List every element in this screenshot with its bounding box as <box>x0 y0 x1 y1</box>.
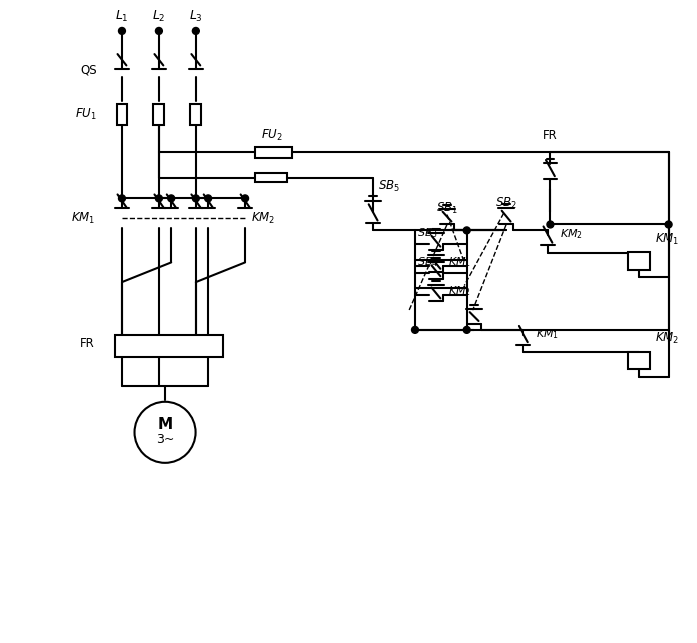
Circle shape <box>155 195 162 202</box>
Circle shape <box>168 195 175 202</box>
Text: $KM_1$: $KM_1$ <box>535 327 559 341</box>
Circle shape <box>464 327 470 333</box>
Text: $KM_2$: $KM_2$ <box>560 228 583 241</box>
Text: $KM_1$: $KM_1$ <box>654 231 679 247</box>
Text: $KM_1$: $KM_1$ <box>448 255 471 269</box>
Circle shape <box>665 221 672 228</box>
Text: 3~: 3~ <box>156 433 174 446</box>
Circle shape <box>547 221 554 228</box>
Text: $SB_2$: $SB_2$ <box>495 195 517 211</box>
Bar <box>190 104 201 125</box>
Text: $KM_2$: $KM_2$ <box>654 331 679 347</box>
Circle shape <box>242 195 249 202</box>
Bar <box>116 104 128 125</box>
Circle shape <box>155 28 162 34</box>
Text: $SB_5$: $SB_5$ <box>378 179 400 194</box>
Circle shape <box>118 28 125 34</box>
Circle shape <box>205 195 212 202</box>
Circle shape <box>192 195 199 202</box>
Text: $SB_3$: $SB_3$ <box>418 226 438 240</box>
Text: FR: FR <box>80 337 95 350</box>
Text: $FU_2$: $FU_2$ <box>261 128 283 143</box>
Bar <box>114 335 223 357</box>
Bar <box>255 147 292 158</box>
Text: $L_2$: $L_2$ <box>152 8 166 24</box>
Bar <box>255 173 287 182</box>
Text: $KM_1$: $KM_1$ <box>70 210 95 226</box>
Text: $KM_2$: $KM_2$ <box>251 210 275 226</box>
Bar <box>628 352 650 369</box>
Text: $L_1$: $L_1$ <box>115 8 129 24</box>
Bar <box>628 252 650 270</box>
Text: $KM_2$: $KM_2$ <box>448 285 471 298</box>
Text: QS: QS <box>81 64 98 77</box>
Text: FR: FR <box>543 129 558 142</box>
Text: $SB_1$: $SB_1$ <box>436 201 458 216</box>
Text: M: M <box>158 417 173 433</box>
Circle shape <box>464 227 470 234</box>
Circle shape <box>135 402 196 463</box>
Circle shape <box>192 28 199 34</box>
Text: $FU_1$: $FU_1$ <box>75 107 98 122</box>
Bar <box>153 104 164 125</box>
Text: $SB_4$: $SB_4$ <box>418 255 438 269</box>
Circle shape <box>118 195 125 202</box>
Circle shape <box>411 327 418 333</box>
Text: $L_3$: $L_3$ <box>189 8 203 24</box>
